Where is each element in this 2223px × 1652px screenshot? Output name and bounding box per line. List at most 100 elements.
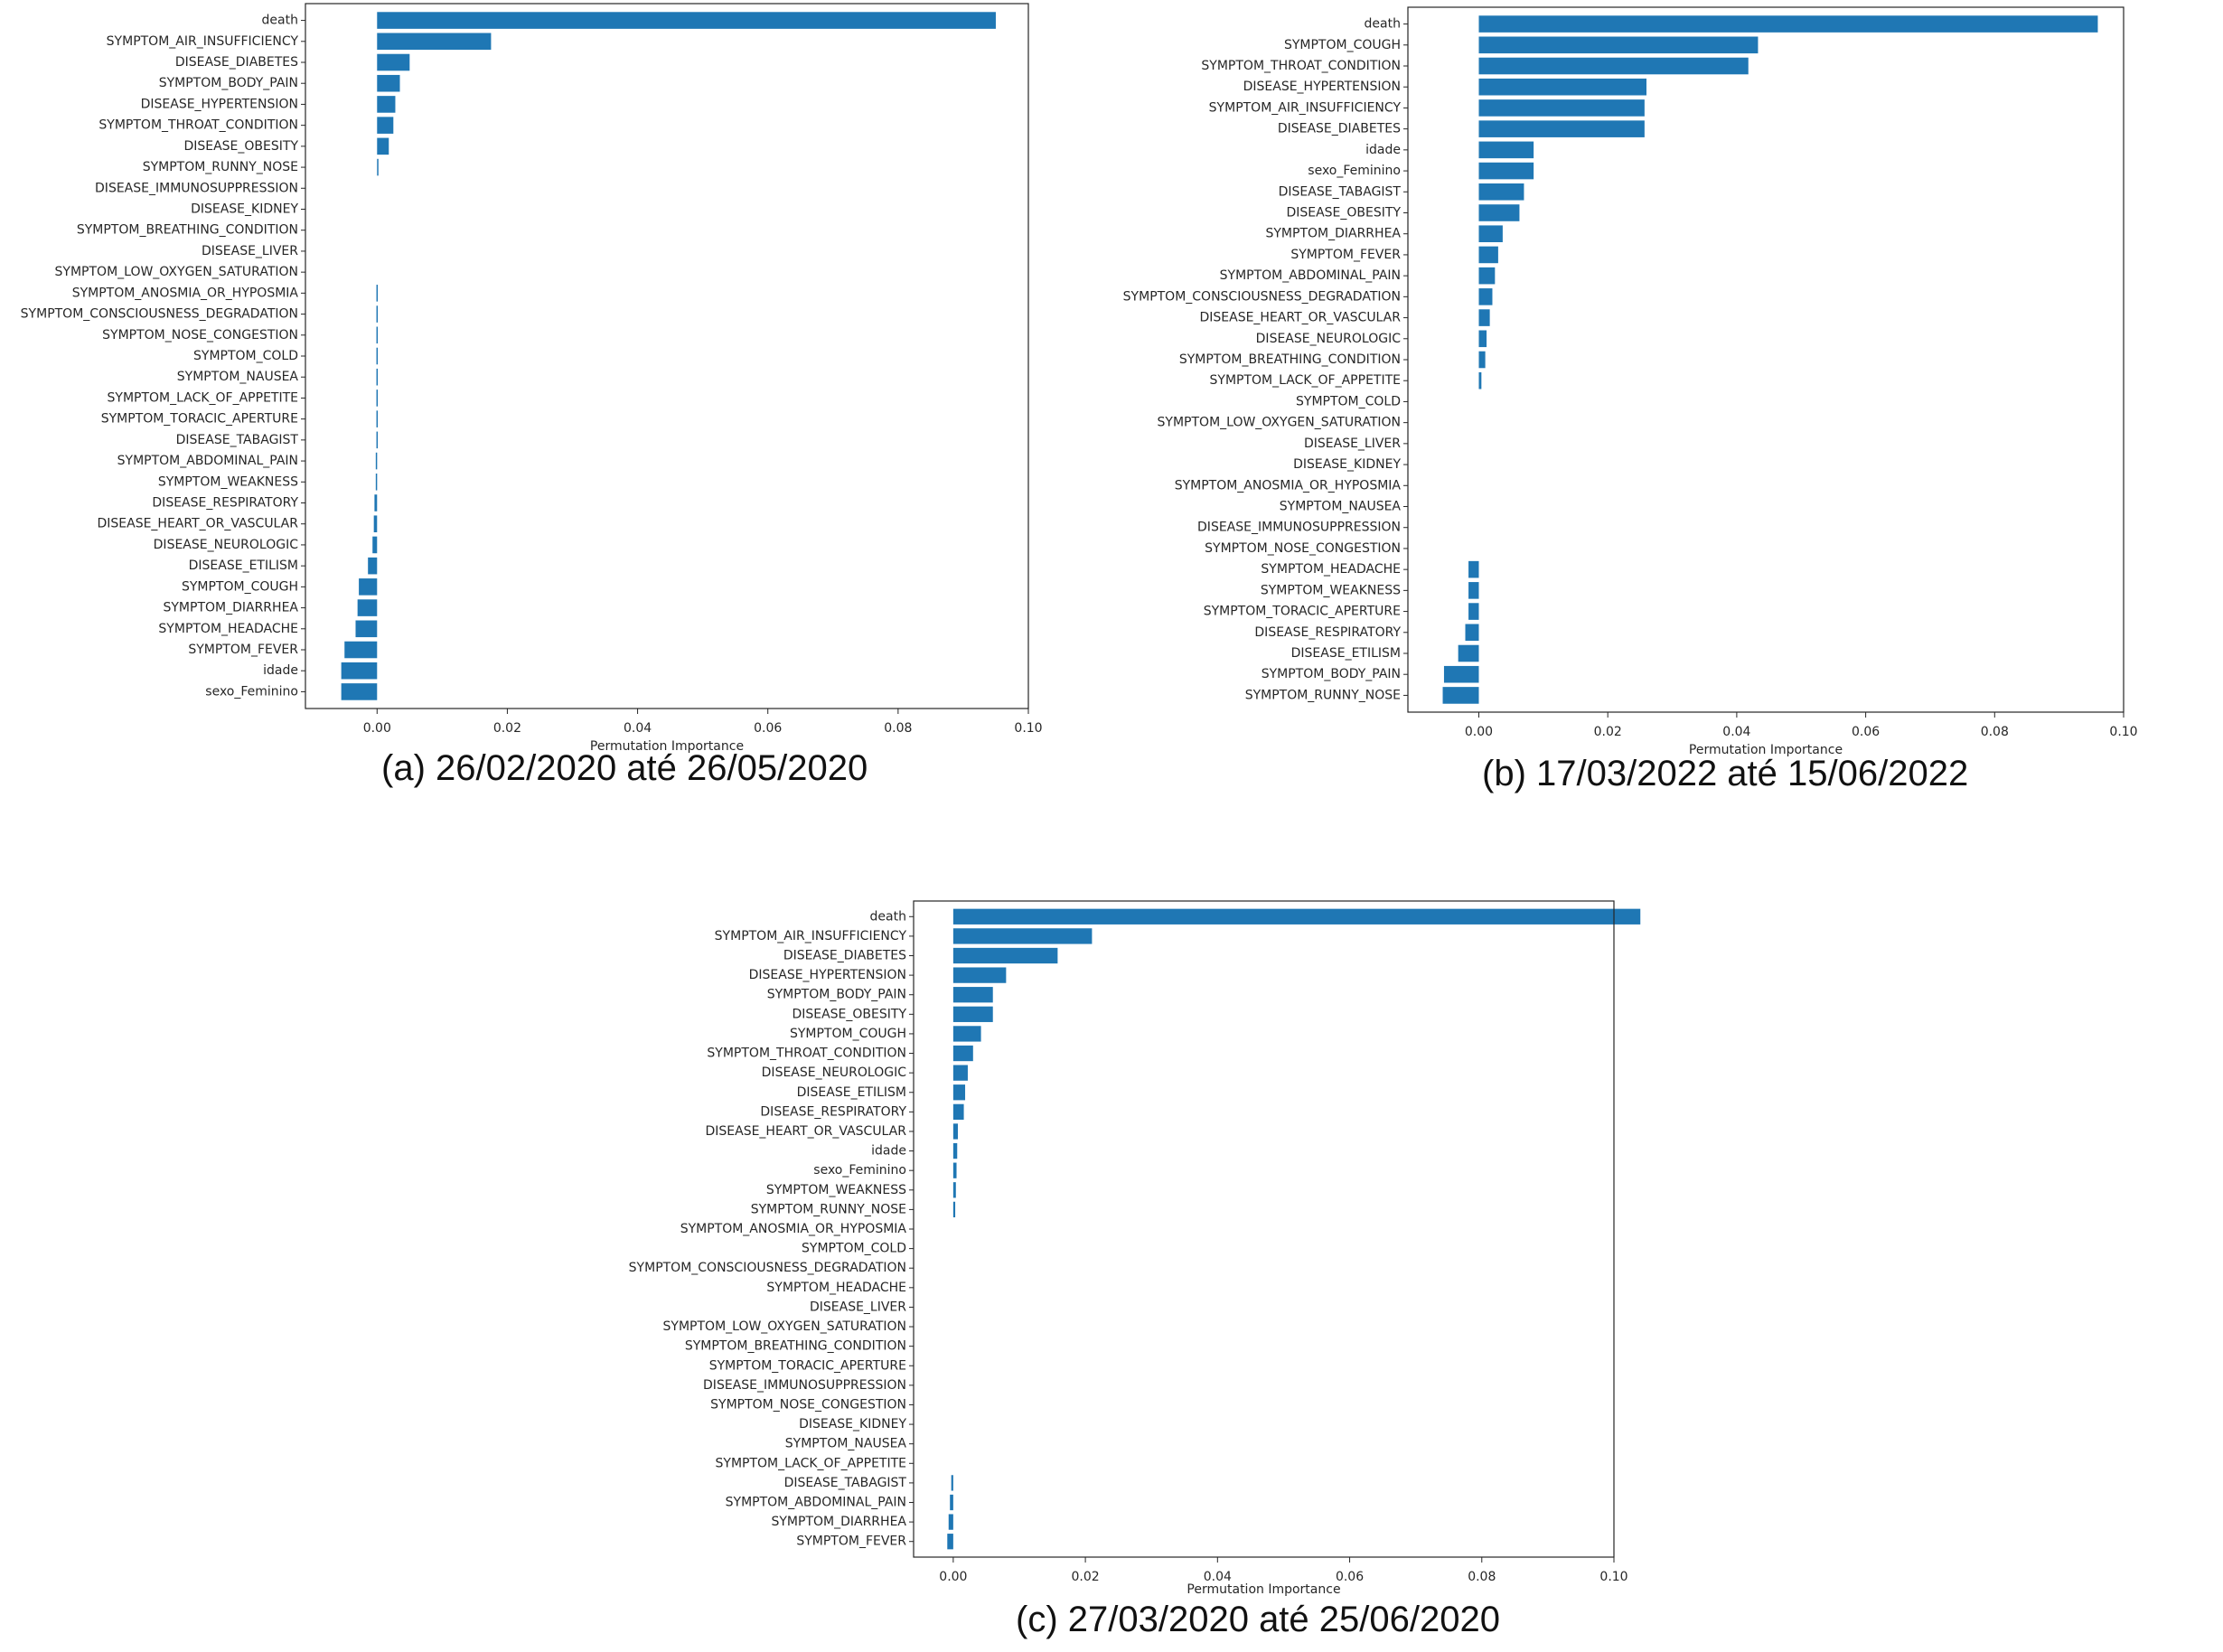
- bar: [1478, 351, 1486, 369]
- bar: [1478, 99, 1645, 117]
- x-tick-label: 0.10: [2109, 725, 2137, 739]
- y-tick-label: DISEASE_DIABETES: [1278, 122, 1401, 136]
- plot-frame: [305, 3, 1029, 709]
- y-tick-label: DISEASE_IMMUNOSUPPRESSION: [1197, 521, 1401, 535]
- plot-frame: [1407, 6, 2125, 713]
- x-axis-label: Permutation Importance: [1689, 743, 1843, 757]
- bar: [1465, 624, 1479, 642]
- bar: [341, 683, 378, 700]
- chart-c-permutation-importance: death SYMPTOM_AIR_INSUFFICIENCY DISEASE_DI…: [629, 900, 1641, 1597]
- bar: [341, 662, 378, 680]
- bar: [952, 967, 1007, 983]
- y-tick-label: SYMPTOM_AIR_INSUFFICIENCY: [715, 929, 907, 943]
- x-tick-label: 0.02: [1594, 725, 1622, 739]
- y-tick-label: DISEASE_NEUROLOGIC: [154, 538, 299, 552]
- y-tick-label: SYMPTOM_THROAT_CONDITION: [1201, 59, 1401, 73]
- bar: [376, 347, 379, 365]
- x-tick-label: 0.02: [493, 721, 521, 736]
- y-tick-label: death: [262, 14, 298, 28]
- bar: [373, 515, 378, 532]
- x-tick-label: 0.00: [939, 1570, 967, 1584]
- x-tick-label: 0.06: [1852, 725, 1880, 739]
- y-tick-label: SYMPTOM_ABDOMINAL_PAIN: [117, 454, 298, 468]
- caption-b: (b) 17/03/2022 até 15/06/2022: [1482, 754, 1969, 793]
- y-tick-label: idade: [263, 663, 298, 678]
- caption-a: (a) 26/02/2020 até 26/05/2020: [381, 748, 868, 788]
- y-tick-label: DISEASE_IMMUNOSUPPRESSION: [95, 181, 298, 195]
- bar: [376, 390, 379, 407]
- y-tick-label: SYMPTOM_NAUSEA: [785, 1437, 907, 1451]
- y-tick-label: SYMPTOM_NAUSEA: [1280, 500, 1402, 514]
- y-tick-label: SYMPTOM_NOSE_CONGESTION: [710, 1397, 906, 1412]
- bar: [948, 1514, 953, 1530]
- bar: [1478, 183, 1524, 201]
- bar: [1478, 204, 1520, 221]
- y-tick-label: SYMPTOM_HEADACHE: [158, 622, 298, 636]
- y-tick-label: idade: [1365, 143, 1401, 157]
- y-tick-label: SYMPTOM_FEVER: [796, 1535, 906, 1549]
- y-tick-label: SYMPTOM_WEAKNESS: [1261, 583, 1401, 597]
- bar: [1478, 36, 1759, 54]
- x-tick-label: 0.06: [1336, 1570, 1364, 1584]
- y-tick-label: SYMPTOM_DIARRHEA: [771, 1515, 906, 1529]
- x-tick-label: 0.08: [884, 721, 912, 736]
- bar: [1468, 560, 1479, 578]
- y-tick-label: SYMPTOM_NAUSEA: [177, 370, 299, 384]
- bar: [377, 117, 394, 134]
- y-tick-label: SYMPTOM_BREATHING_CONDITION: [77, 223, 298, 238]
- x-tick-label: 0.00: [363, 721, 391, 736]
- bar: [1468, 582, 1479, 599]
- y-tick-label: DISEASE_KIDNEY: [191, 202, 298, 217]
- y-tick-label: DISEASE_NEUROLOGIC: [762, 1065, 907, 1080]
- y-tick-label: SYMPTOM_CONSCIOUSNESS_DEGRADATION: [1123, 289, 1401, 304]
- bar: [952, 1123, 958, 1140]
- y-tick-label: DISEASE_HYPERTENSION: [1243, 80, 1401, 94]
- y-tick-label: SYMPTOM_AIR_INSUFFICIENCY: [1209, 100, 1402, 115]
- y-tick-label: SYMPTOM_WEAKNESS: [766, 1183, 906, 1197]
- y-tick-label: death: [870, 909, 906, 924]
- x-axis-label: Permutation Importance: [590, 739, 744, 754]
- x-tick-label: 0.04: [1722, 725, 1750, 739]
- bar: [377, 33, 492, 51]
- y-tick-label: SYMPTOM_RUNNY_NOSE: [751, 1202, 906, 1216]
- y-tick-label: SYMPTOM_CONSCIOUSNESS_DEGRADATION: [21, 307, 298, 322]
- y-tick-label: DISEASE_HEART_OR_VASCULAR: [1199, 311, 1401, 325]
- bar: [952, 1026, 981, 1042]
- bar: [952, 1162, 957, 1178]
- x-tick-label: 0.06: [754, 721, 782, 736]
- bar: [1458, 644, 1479, 662]
- bar: [952, 928, 1093, 944]
- bar: [952, 1103, 964, 1120]
- y-tick-label: idade: [871, 1144, 906, 1159]
- bar: [377, 74, 400, 92]
- bar: [1443, 665, 1479, 683]
- y-tick-label: SYMPTOM_ANOSMIA_OR_HYPOSMIA: [72, 286, 299, 300]
- bar: [950, 1494, 953, 1511]
- y-tick-label: SYMPTOM_NOSE_CONGESTION: [102, 328, 298, 343]
- x-tick-label: 0.00: [1465, 725, 1493, 739]
- y-tick-label: DISEASE_HEART_OR_VASCULAR: [705, 1124, 906, 1139]
- y-tick-label: SYMPTOM_ABDOMINAL_PAIN: [726, 1496, 906, 1510]
- bar: [1478, 309, 1490, 326]
- y-tick-label: DISEASE_DIABETES: [175, 55, 298, 70]
- y-tick-label: DISEASE_HEART_OR_VASCULAR: [97, 517, 298, 531]
- bar: [1442, 687, 1479, 704]
- bar: [952, 1006, 993, 1022]
- bar: [952, 1182, 956, 1198]
- y-tick-label: SYMPTOM_RUNNY_NOSE: [1245, 688, 1401, 702]
- x-tick-label: 0.10: [1014, 721, 1042, 736]
- x-tick-label: 0.08: [1468, 1570, 1496, 1584]
- bar: [952, 1045, 973, 1062]
- y-tick-label: DISEASE_RESPIRATORY: [760, 1104, 906, 1119]
- y-tick-label: SYMPTOM_ANOSMIA_OR_HYPOSMIA: [680, 1222, 907, 1236]
- bar: [377, 96, 396, 113]
- bar: [357, 599, 378, 616]
- bar: [1478, 141, 1534, 159]
- y-tick-label: DISEASE_TABAGIST: [1279, 184, 1402, 199]
- y-tick-label: SYMPTOM_LACK_OF_APPETITE: [716, 1456, 906, 1470]
- y-tick-label: SYMPTOM_TORACIC_APERTURE: [1204, 605, 1401, 619]
- bar: [375, 452, 378, 470]
- bar: [1478, 78, 1646, 96]
- bar: [1478, 330, 1487, 348]
- y-tick-label: SYMPTOM_FEVER: [1290, 248, 1401, 262]
